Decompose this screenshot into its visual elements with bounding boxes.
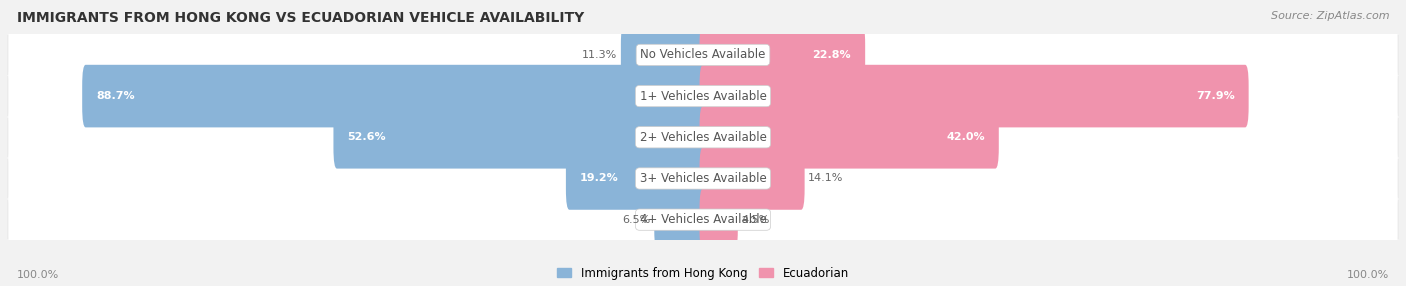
Text: 77.9%: 77.9% [1197, 91, 1234, 101]
FancyBboxPatch shape [700, 24, 865, 86]
FancyBboxPatch shape [700, 65, 1249, 127]
Text: 22.8%: 22.8% [813, 50, 851, 60]
FancyBboxPatch shape [7, 118, 1399, 157]
Text: 3+ Vehicles Available: 3+ Vehicles Available [640, 172, 766, 185]
Text: Source: ZipAtlas.com: Source: ZipAtlas.com [1271, 11, 1389, 21]
FancyBboxPatch shape [7, 200, 1399, 239]
FancyBboxPatch shape [7, 159, 1399, 198]
Text: 4.5%: 4.5% [741, 215, 769, 225]
Text: 4+ Vehicles Available: 4+ Vehicles Available [640, 213, 766, 226]
FancyBboxPatch shape [7, 76, 1399, 116]
Text: 6.5%: 6.5% [623, 215, 651, 225]
Text: 42.0%: 42.0% [946, 132, 984, 142]
Text: No Vehicles Available: No Vehicles Available [640, 48, 766, 61]
Text: 52.6%: 52.6% [347, 132, 387, 142]
FancyBboxPatch shape [654, 188, 706, 251]
Text: 14.1%: 14.1% [808, 174, 844, 183]
FancyBboxPatch shape [700, 106, 998, 168]
FancyBboxPatch shape [621, 24, 706, 86]
Text: 100.0%: 100.0% [17, 270, 59, 280]
Text: 100.0%: 100.0% [1347, 270, 1389, 280]
FancyBboxPatch shape [8, 150, 1398, 207]
FancyBboxPatch shape [333, 106, 706, 168]
FancyBboxPatch shape [82, 65, 706, 127]
Text: 2+ Vehicles Available: 2+ Vehicles Available [640, 131, 766, 144]
Text: 11.3%: 11.3% [582, 50, 617, 60]
Text: 19.2%: 19.2% [579, 174, 619, 183]
FancyBboxPatch shape [8, 108, 1398, 166]
FancyBboxPatch shape [8, 67, 1398, 125]
FancyBboxPatch shape [8, 191, 1398, 249]
Text: IMMIGRANTS FROM HONG KONG VS ECUADORIAN VEHICLE AVAILABILITY: IMMIGRANTS FROM HONG KONG VS ECUADORIAN … [17, 11, 583, 25]
FancyBboxPatch shape [8, 26, 1398, 84]
FancyBboxPatch shape [7, 35, 1399, 75]
Text: 88.7%: 88.7% [96, 91, 135, 101]
Text: 1+ Vehicles Available: 1+ Vehicles Available [640, 90, 766, 103]
Legend: Immigrants from Hong Kong, Ecuadorian: Immigrants from Hong Kong, Ecuadorian [557, 267, 849, 280]
FancyBboxPatch shape [700, 147, 804, 210]
FancyBboxPatch shape [565, 147, 706, 210]
FancyBboxPatch shape [700, 188, 738, 251]
